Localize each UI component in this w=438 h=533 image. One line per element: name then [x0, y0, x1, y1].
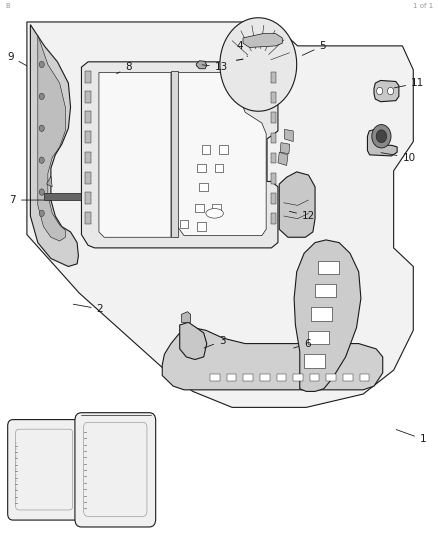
- Text: 9: 9: [7, 52, 27, 66]
- Bar: [199, 182, 208, 191]
- Polygon shape: [181, 312, 191, 322]
- Bar: [85, 111, 91, 123]
- Bar: [85, 152, 91, 164]
- Circle shape: [39, 61, 44, 68]
- Text: 5: 5: [302, 41, 326, 55]
- FancyBboxPatch shape: [75, 413, 155, 527]
- Bar: [310, 374, 319, 381]
- Circle shape: [376, 130, 387, 143]
- Text: 6: 6: [294, 338, 311, 349]
- Bar: [311, 308, 332, 321]
- Polygon shape: [280, 143, 290, 154]
- Bar: [271, 133, 276, 143]
- Text: 11: 11: [394, 78, 424, 88]
- Bar: [197, 222, 206, 231]
- Text: 4: 4: [237, 41, 247, 56]
- Polygon shape: [162, 328, 383, 390]
- Bar: [271, 173, 276, 183]
- Bar: [85, 192, 91, 204]
- Bar: [360, 374, 369, 381]
- Bar: [277, 374, 286, 381]
- Polygon shape: [38, 35, 65, 241]
- Bar: [212, 204, 221, 212]
- Bar: [215, 164, 223, 172]
- Bar: [85, 172, 91, 183]
- Polygon shape: [374, 80, 399, 102]
- Text: 1 of 1: 1 of 1: [413, 3, 433, 10]
- Polygon shape: [294, 240, 361, 391]
- Bar: [271, 213, 276, 224]
- Bar: [314, 284, 336, 297]
- Circle shape: [388, 87, 394, 95]
- Bar: [85, 91, 91, 103]
- Bar: [195, 204, 204, 212]
- Polygon shape: [99, 72, 171, 237]
- Bar: [343, 374, 353, 381]
- Bar: [271, 92, 276, 103]
- Circle shape: [39, 93, 44, 100]
- Bar: [85, 212, 91, 224]
- Polygon shape: [243, 34, 283, 47]
- Bar: [326, 374, 336, 381]
- Bar: [307, 331, 328, 344]
- Text: B: B: [5, 3, 10, 10]
- Bar: [180, 220, 188, 228]
- Bar: [271, 72, 276, 83]
- Bar: [201, 146, 210, 154]
- Circle shape: [39, 210, 44, 216]
- Polygon shape: [177, 72, 266, 236]
- Bar: [219, 146, 228, 154]
- Bar: [210, 374, 220, 381]
- Circle shape: [377, 87, 383, 95]
- Text: 13: 13: [202, 62, 228, 72]
- Polygon shape: [27, 22, 413, 407]
- Polygon shape: [279, 172, 315, 237]
- Circle shape: [372, 125, 391, 148]
- Bar: [85, 132, 91, 143]
- Bar: [293, 374, 303, 381]
- Polygon shape: [220, 18, 297, 111]
- Polygon shape: [278, 152, 288, 165]
- Circle shape: [39, 125, 44, 132]
- Polygon shape: [180, 322, 207, 360]
- FancyBboxPatch shape: [8, 419, 81, 520]
- Polygon shape: [196, 61, 207, 69]
- Polygon shape: [171, 71, 177, 237]
- Text: 2: 2: [73, 304, 103, 314]
- Polygon shape: [46, 176, 52, 187]
- Bar: [304, 354, 325, 368]
- Polygon shape: [81, 62, 278, 248]
- Text: 12: 12: [290, 211, 315, 221]
- Bar: [271, 193, 276, 204]
- Bar: [227, 374, 237, 381]
- Bar: [244, 374, 253, 381]
- Polygon shape: [30, 25, 78, 266]
- Text: 10: 10: [381, 152, 416, 163]
- Text: 8: 8: [117, 62, 132, 74]
- Bar: [197, 164, 206, 172]
- Text: 3: 3: [204, 336, 226, 348]
- Polygon shape: [367, 130, 397, 156]
- Bar: [271, 153, 276, 164]
- Circle shape: [39, 157, 44, 164]
- Bar: [318, 261, 339, 274]
- Bar: [260, 374, 270, 381]
- Text: 1: 1: [396, 430, 427, 445]
- Polygon shape: [285, 130, 293, 142]
- Ellipse shape: [206, 208, 223, 218]
- Bar: [271, 112, 276, 123]
- Text: 7: 7: [9, 195, 44, 205]
- Circle shape: [39, 189, 44, 195]
- Polygon shape: [44, 193, 81, 199]
- Bar: [85, 71, 91, 83]
